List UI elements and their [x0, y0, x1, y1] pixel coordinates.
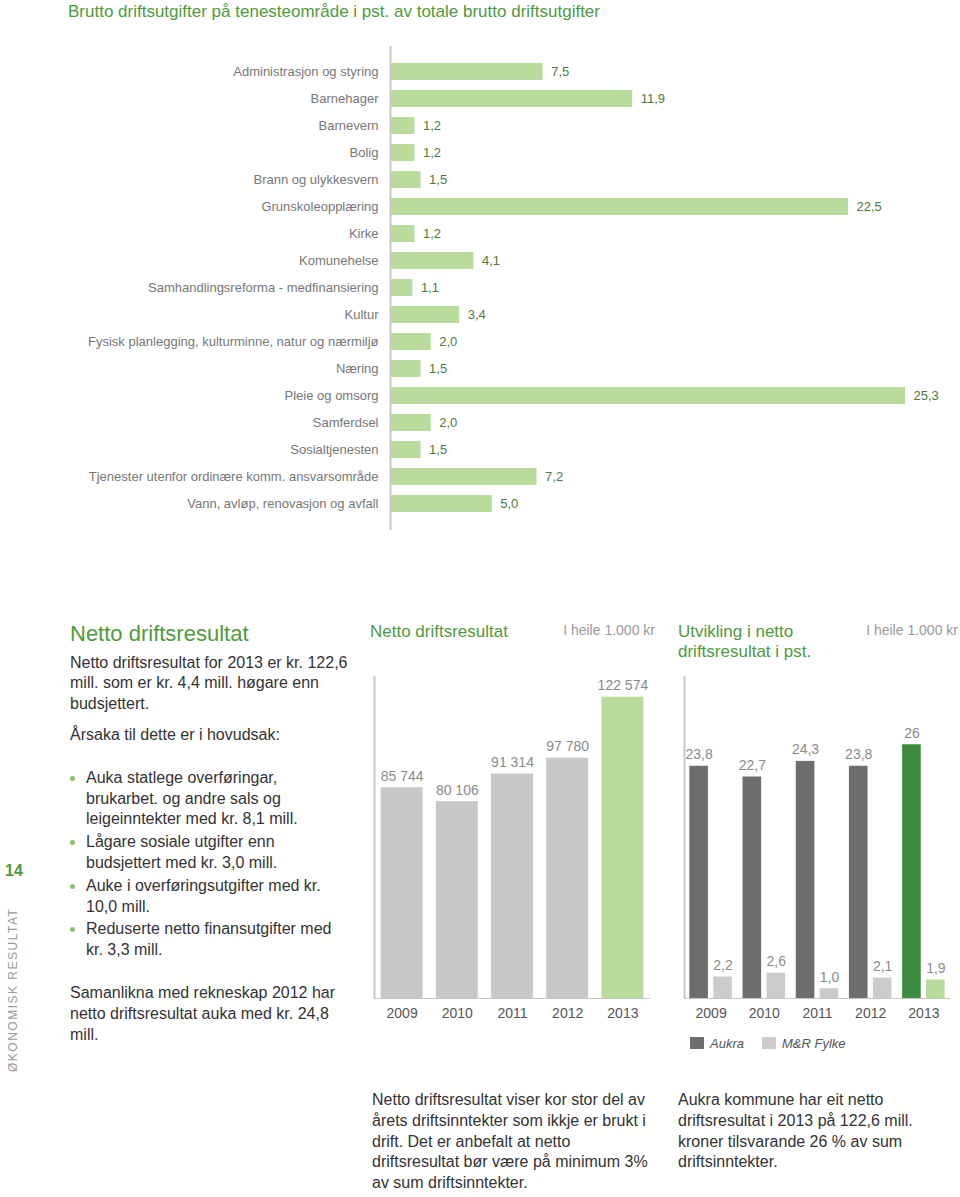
svg-text:1,2: 1,2	[423, 145, 441, 160]
svg-text:1,9: 1,9	[926, 960, 946, 976]
html-text:I heile 1.000 kr: I heile 1.000 kr	[563, 622, 655, 638]
html-text:ØKONOMISK RESULTAT: ØKONOMISK RESULTAT	[6, 907, 20, 1072]
svg-text:2,1: 2,1	[873, 958, 893, 974]
svg-text:2009: 2009	[696, 1005, 727, 1021]
svg-text:1,2: 1,2	[423, 118, 441, 133]
svg-text:Pleie og omsorg: Pleie og omsorg	[285, 388, 379, 403]
svg-text:2,0: 2,0	[439, 415, 457, 430]
svg-text:2013: 2013	[908, 1005, 939, 1021]
svg-text:Grunskoleopplæring: Grunskoleopplæring	[261, 199, 378, 214]
svg-text:1,2: 1,2	[423, 226, 441, 241]
html-text:Netto driftsresultat for 2013: Netto driftsresultat for 2013 er kr. 122…	[70, 653, 348, 713]
svg-text:2,2: 2,2	[713, 957, 733, 973]
svg-text:Fysisk planlegging, kulturminn: Fysisk planlegging, kulturminne, natur o…	[88, 334, 379, 349]
svg-text:2010: 2010	[442, 1005, 473, 1021]
svg-text:122 574: 122 574	[598, 677, 649, 693]
svg-text:Brann og ulykkesvern: Brann og ulykkesvern	[253, 172, 378, 187]
svg-text:2011: 2011	[802, 1005, 832, 1021]
svg-text:Kultur: Kultur	[345, 307, 380, 322]
svg-text:Samhandlingsreforma - medfinan: Samhandlingsreforma - medfinansiering	[148, 280, 379, 295]
svg-text:Barnehager: Barnehager	[311, 91, 380, 106]
svg-text:1,0: 1,0	[820, 969, 840, 985]
svg-text:2012: 2012	[552, 1005, 583, 1021]
html-text:Brutto driftsutgifter på tenes: Brutto driftsutgifter på tenesteområde i…	[68, 2, 600, 21]
svg-text:7,5: 7,5	[551, 64, 569, 79]
svg-text:Administrasjon og styring: Administrasjon og styring	[233, 64, 378, 79]
svg-text:1,5: 1,5	[429, 172, 447, 187]
html-text:Auke i overføringsutgifter med: Auke i overføringsutgifter med kr. 10,0 …	[86, 876, 321, 915]
svg-text:3,4: 3,4	[468, 307, 486, 322]
svg-text:2012: 2012	[855, 1005, 886, 1021]
svg-text:2009: 2009	[387, 1005, 418, 1021]
svg-text:Sosialtjenesten: Sosialtjenesten	[290, 442, 378, 457]
svg-text:Næring: Næring	[336, 361, 379, 376]
html-text:Utvikling i netto driftsresult: Utvikling i netto driftsresultat i pst.	[678, 622, 812, 661]
svg-text:1,1: 1,1	[421, 280, 439, 295]
svg-text:Vann, avløp, renovasjon og avf: Vann, avløp, renovasjon og avfall	[187, 496, 378, 511]
svg-text:Komunehelse: Komunehelse	[299, 253, 379, 268]
svg-text:2,0: 2,0	[439, 334, 457, 349]
html-text:Lågare sosiale utgifter enn bu: Lågare sosiale utgifter enn budsjettert …	[86, 833, 278, 871]
svg-text:91 314: 91 314	[491, 754, 534, 770]
html-text:Netto driftsresultat viser kor: Netto driftsresultat viser kor stor del …	[372, 1091, 648, 1192]
html-text:Aukra kommune har eit netto dr: Aukra kommune har eit netto driftsresult…	[678, 1091, 913, 1171]
svg-text:Samferdsel: Samferdsel	[313, 415, 379, 430]
svg-text:2013: 2013	[607, 1005, 638, 1021]
svg-text:Barnevern: Barnevern	[319, 118, 379, 133]
svg-text:25,3: 25,3	[914, 388, 939, 403]
svg-text:22,7: 22,7	[739, 757, 766, 773]
svg-text:22,5: 22,5	[857, 199, 882, 214]
svg-text:23,8: 23,8	[845, 746, 872, 762]
svg-text:80 106: 80 106	[436, 782, 479, 798]
svg-text:26: 26	[904, 725, 920, 741]
svg-text:7,2: 7,2	[545, 469, 563, 484]
svg-text:Kirke: Kirke	[349, 226, 379, 241]
html-text:I heile 1.000 kr: I heile 1.000 kr	[866, 622, 958, 638]
html-text:Aukra: Aukra	[710, 1036, 744, 1051]
svg-text:2011: 2011	[497, 1005, 527, 1021]
html-text:Netto driftsresultat: Netto driftsresultat	[70, 621, 249, 646]
html-text:14: 14	[5, 862, 23, 879]
svg-text:2010: 2010	[749, 1005, 780, 1021]
html-text:M&R Fylke: M&R Fylke	[782, 1036, 846, 1051]
html-text:Årsaka til dette er i hovudsak: Årsaka til dette er i hovudsak:	[70, 726, 280, 743]
svg-text:23,8: 23,8	[686, 746, 713, 762]
svg-text:1,5: 1,5	[429, 442, 447, 457]
svg-text:11,9: 11,9	[641, 91, 665, 106]
html-text:Auka statlege overføringar, br: Auka statlege overføringar, brukarbet. o…	[86, 768, 298, 828]
svg-text:5,0: 5,0	[500, 496, 518, 511]
svg-text:1,5: 1,5	[429, 361, 447, 376]
html-text:Samanlikna med rekneskap 2012: Samanlikna med rekneskap 2012 har netto …	[70, 984, 335, 1043]
svg-text:97 780: 97 780	[546, 738, 589, 754]
svg-text:2,6: 2,6	[767, 953, 787, 969]
svg-text:Bolig: Bolig	[350, 145, 379, 160]
svg-text:4,1: 4,1	[482, 253, 500, 268]
svg-text:24,3: 24,3	[792, 741, 819, 757]
svg-text:Tjenester utenfor ordinære kom: Tjenester utenfor ordinære komm. ansvars…	[89, 469, 379, 484]
html-text:Reduserte netto finansutgifter: Reduserte netto finansutgifter med kr. 3…	[86, 920, 332, 959]
html-text:Netto driftsresultat: Netto driftsresultat	[370, 622, 508, 641]
svg-text:85 744: 85 744	[381, 768, 424, 784]
